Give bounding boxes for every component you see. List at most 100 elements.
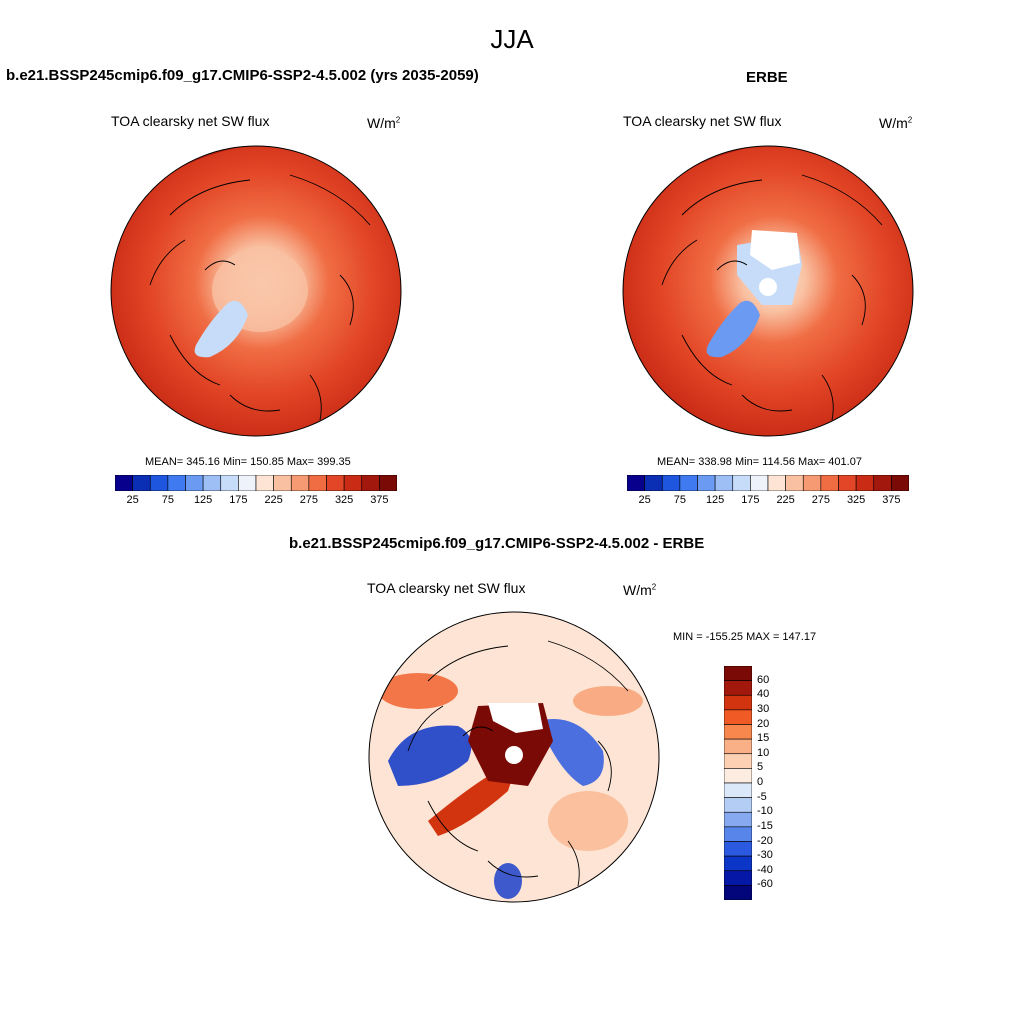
panel2-colorbar-swatch [697,475,716,491]
panel2-colorbar-swatch [855,475,875,491]
panel3-colorbar [724,666,752,900]
panel3-colorbar-tick: -20 [757,834,773,847]
panel1-colorbar-swatch [326,475,345,491]
panel3-colorbar-swatch [724,694,752,711]
panel3-colorbar-tick: 10 [757,746,770,759]
panel1-colorbar-swatch [379,475,397,491]
panel1-colorbar-swatch [290,475,310,491]
panel1-colorbar-swatch [115,475,133,491]
panel1-variable-label: TOA clearsky net SW flux [111,113,270,129]
panel3-colorbar-tick: 0 [757,776,764,788]
panel3-colorbar-swatch [724,680,752,696]
panel3-colorbar-swatch [724,841,752,857]
panel2-missing-data [750,230,800,270]
panel2-stats: MEAN= 338.98 Min= 114.56 Max= 401.07 [657,456,862,468]
panel3-variable-label: TOA clearsky net SW flux [367,580,526,596]
panel1-greenland-low [194,300,248,358]
panel2-colorbar-swatch [873,475,892,491]
panel1-colorbar-tick: 25 [126,494,139,506]
panel3-colorbar-swatch [724,768,752,784]
panel3-colorbar-swatch [724,885,752,900]
panel2-colorbar-swatch [767,475,786,491]
panel2-colorbar-swatch [644,475,663,491]
panel2-colorbar-swatch [714,475,734,491]
panel1-colorbar-swatch [308,475,327,491]
panel1-colorbar-swatch [149,475,169,491]
panel3-colorbar-swatch [724,870,752,886]
panel3-colorbar-tick: -60 [757,878,773,891]
panel1-colorbar-tick: 175 [229,494,248,506]
panel1-colorbar-swatch [202,475,222,491]
panel1-colorbar-swatch [238,475,257,491]
panel3-colorbar-tick: -5 [757,790,767,803]
panel3-stats: MIN = -155.25 MAX = 147.17 [673,631,817,643]
panel1-colorbar-tick: 125 [193,494,213,506]
panel1-colorbar-swatch [343,475,363,491]
panel3-colorbar-tick: -40 [757,863,773,876]
panel3-colorbar-swatch [724,782,752,798]
panel1-colorbar-swatch [167,475,186,491]
panel3-colorbar-tick: 20 [757,717,770,730]
panel2-units: W/m2 [879,115,913,131]
panel2-colorbar-swatch [891,475,909,491]
panel2-colorbar-tick: 325 [846,494,866,506]
panel1-colorbar-tick: 75 [161,494,174,506]
panel1-colorbar-tick: 275 [299,494,319,506]
panel3-coastlines [407,640,629,887]
panel3-colorbar-tick: 60 [757,673,770,686]
panel1-colorbar-swatch [185,475,204,491]
panel2-variable-label: TOA clearsky net SW flux [623,113,782,129]
panel1-coastlines [149,174,371,421]
panel1-title: b.e21.BSSP245cmip6.f09_g17.CMIP6-SSP2-4.… [6,67,479,84]
panel3-colorbar-tick: 40 [757,688,770,701]
panel1-colorbar [115,475,397,491]
panel1-colorbar-ticks: 25 75 125 175 225 275 325 375 [115,494,397,508]
panel2-colorbar-swatch [785,475,804,491]
panel3-colorbar-swatch [724,797,752,813]
panel2-colorbar-swatch [750,475,769,491]
panel1-colorbar-swatch [132,475,151,491]
panel3-colorbar-swatch [724,666,752,681]
panel3-colorbar-tick: 5 [757,761,764,774]
panel2-colorbar-tick: 125 [705,494,725,506]
panel3-colorbar-swatch [724,826,752,842]
panel2-colorbar-tick: 75 [673,494,686,506]
panel2-colorbar-swatch [661,475,681,491]
panel2-colorbar-ticks: 25 75 125 175 225 275 325 375 [627,494,909,508]
panel1-units: W/m2 [367,115,401,131]
panel3-missing-data [488,703,543,733]
panel2-title: ERBE [746,69,788,86]
panel2-colorbar-tick: 375 [882,494,901,506]
panel3-polar-map [368,611,660,903]
panel2-colorbar-swatch [820,475,839,491]
panel2-colorbar-swatch [627,475,645,491]
panel2-colorbar [627,475,909,491]
panel2-colorbar-swatch [802,475,822,491]
panel3-title: b.e21.BSSP245cmip6.f09_g17.CMIP6-SSP2-4.… [289,535,705,552]
panel3-colorbar-ticks: 60 40 30 20 15 10 5 0 -5 -10 -15 -20 -30 -40 -60 [757,666,797,900]
figure-title: JJA [490,24,534,54]
panel3-colorbar-tick: -15 [757,819,773,832]
panel3-colorbar-tick: 30 [757,702,770,715]
panel3-colorbar-tick: 15 [757,732,770,745]
panel1-colorbar-tick: 325 [334,494,354,506]
panel1-colorbar-tick: 225 [264,494,283,506]
panel1-stats: MEAN= 345.16 Min= 150.85 Max= 399.35 [145,456,351,468]
panel2-colorbar-swatch [838,475,857,491]
panel1-colorbar-swatch [220,475,239,491]
panel1-colorbar-swatch [273,475,292,491]
panel2-coastlines [661,174,883,421]
panel3-colorbar-tick: -30 [757,849,773,862]
panel1-colorbar-swatch [361,475,380,491]
panel3-colorbar-swatch [724,709,752,725]
panel2-colorbar-tick: 175 [741,494,760,506]
panel3-colorbar-swatch [724,811,752,828]
panel3-colorbar-swatch [724,724,752,740]
panel1-polar-map [110,145,402,437]
panel2-colorbar-swatch [732,475,751,491]
panel3-colorbar-swatch [724,855,752,872]
panel3-units: W/m2 [623,582,657,598]
panel2-greenland-low [706,300,760,358]
panel2-polar-map [622,145,914,437]
panel2-colorbar-tick: 25 [638,494,651,506]
